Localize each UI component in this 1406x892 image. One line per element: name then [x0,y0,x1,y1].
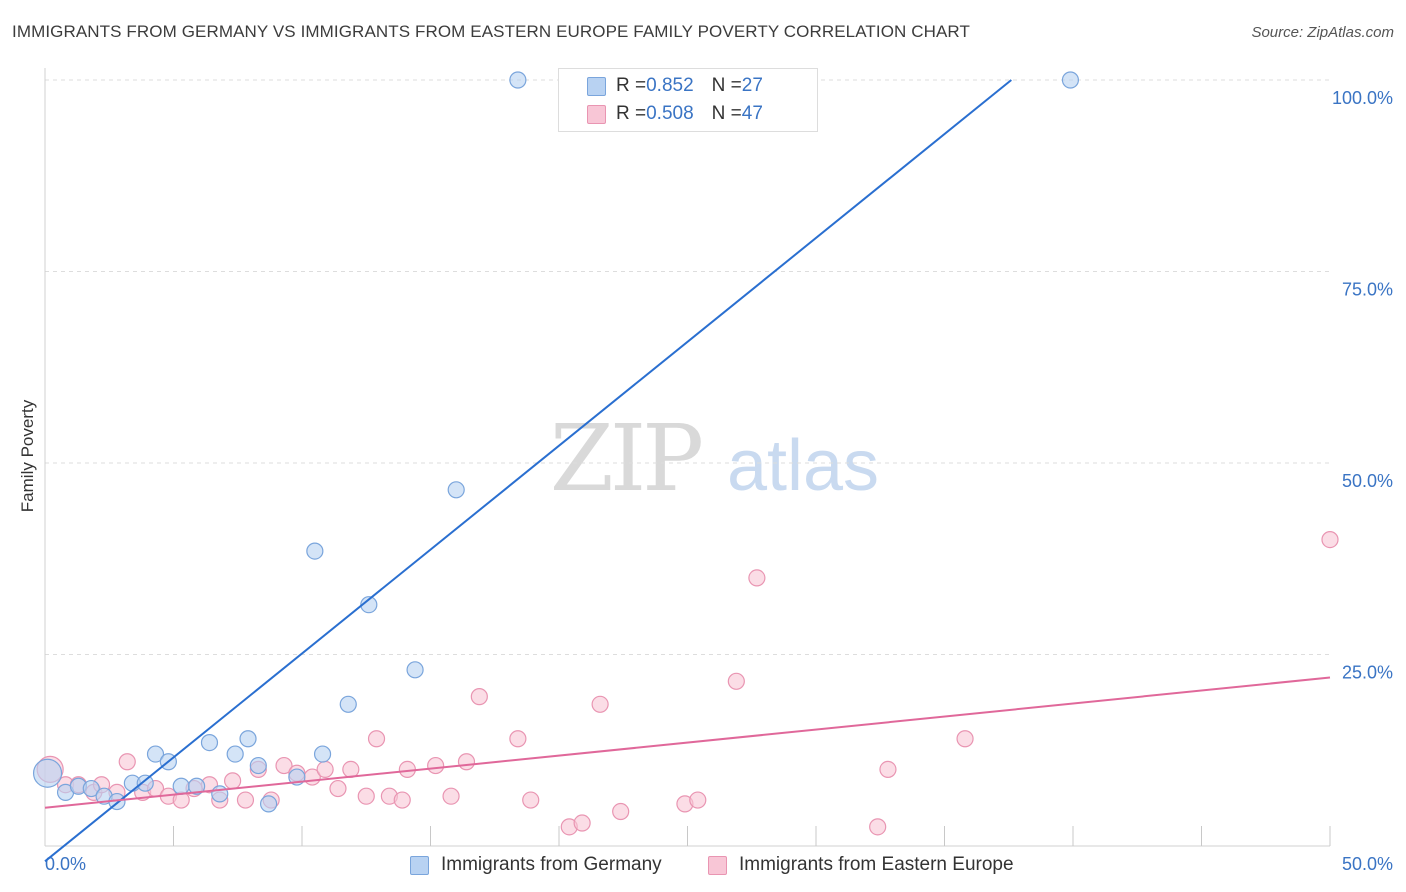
data-point [306,542,324,560]
data-point [118,753,136,771]
data-point [612,802,630,821]
data-point [522,791,540,809]
eastern-europe-legend-swatch [708,855,727,875]
y-tick-label: 25.0% [1342,663,1393,683]
watermark-zip: ZIP [550,405,701,512]
legend-item-eastern-europe: Immigrants from Eastern Europe [708,852,1014,878]
trend-line [44,676,1331,809]
germany-legend-swatch [410,855,429,875]
data-point [869,818,887,836]
data-point [447,481,465,499]
data-point [591,695,609,713]
trend-line [44,79,1012,863]
data-point [406,661,424,679]
data-point [316,760,334,779]
stats-row-germany: R = 0.852 N = 27 [587,73,763,99]
data-point [313,745,332,763]
watermark-atlas: atlas [727,426,879,506]
data-point [727,672,745,690]
data-point [339,695,357,713]
tick-labels: 25.0% 50.0% 75.0% 100.0% 0.0% 50.0% [45,88,1393,874]
germany-swatch [587,76,606,96]
data-point [136,774,154,792]
y-tick-label: 100.0% [1332,88,1393,108]
n-label: N = [711,75,742,96]
eastern-europe-swatch [587,104,606,124]
data-point [1061,71,1080,89]
data-point [457,753,476,771]
n-value: 47 [741,103,763,124]
r-value: 0.852 [646,75,694,96]
gridlines [45,79,1330,655]
legend-label: Immigrants from Eastern Europe [739,854,1014,875]
watermark: ZIP atlas [550,405,879,512]
r-label: R = [616,75,647,96]
n-label: N = [711,103,742,124]
r-label: R = [616,103,647,124]
data-point [146,745,165,763]
legend-label: Immigrants from Germany [441,854,662,875]
y-tick-label: 75.0% [1342,280,1393,300]
data-point [329,779,347,798]
data-point [275,756,293,775]
data-point [393,791,411,809]
data-point [249,756,267,775]
data-point [357,787,375,805]
data-point [82,779,100,798]
data-point [879,760,897,779]
stats-row-eastern-europe: R = 0.508 N = 47 [587,101,763,127]
data-point [200,733,219,752]
data-point [32,758,63,788]
data-point [748,569,766,587]
trend-lines [44,79,1331,863]
data-point [239,730,257,748]
data-point [573,814,591,832]
n-value: 27 [741,75,763,96]
data-point [427,756,445,775]
data-point [188,777,206,795]
data-point [689,791,707,809]
x-tick-label-max: 50.0% [1342,854,1393,874]
x-tick-label-min: 0.0% [45,854,86,874]
stats-legend: R = 0.852 N = 27 R = 0.508 N = 47 [558,68,818,132]
r-value: 0.508 [646,103,694,124]
y-tick-label: 50.0% [1342,471,1393,491]
chart-title: IMMIGRANTS FROM GERMANY VS IMMIGRANTS FR… [12,22,970,41]
data-point [1321,530,1339,549]
source-label: Source: ZipAtlas.com [1251,24,1394,41]
data-point [211,785,229,803]
data-point [509,71,527,89]
data-point [956,730,974,748]
legend-item-germany: Immigrants from Germany [410,852,662,878]
data-point [367,730,386,748]
data-point [259,795,278,813]
data-point [236,791,255,809]
data-point [172,777,190,795]
axes [44,68,1331,847]
data-point [442,787,460,805]
data-point [226,745,244,763]
data-point [470,688,488,706]
data-point [398,760,416,779]
data-point [224,772,242,790]
data-point [342,760,360,779]
data-point [509,730,527,748]
